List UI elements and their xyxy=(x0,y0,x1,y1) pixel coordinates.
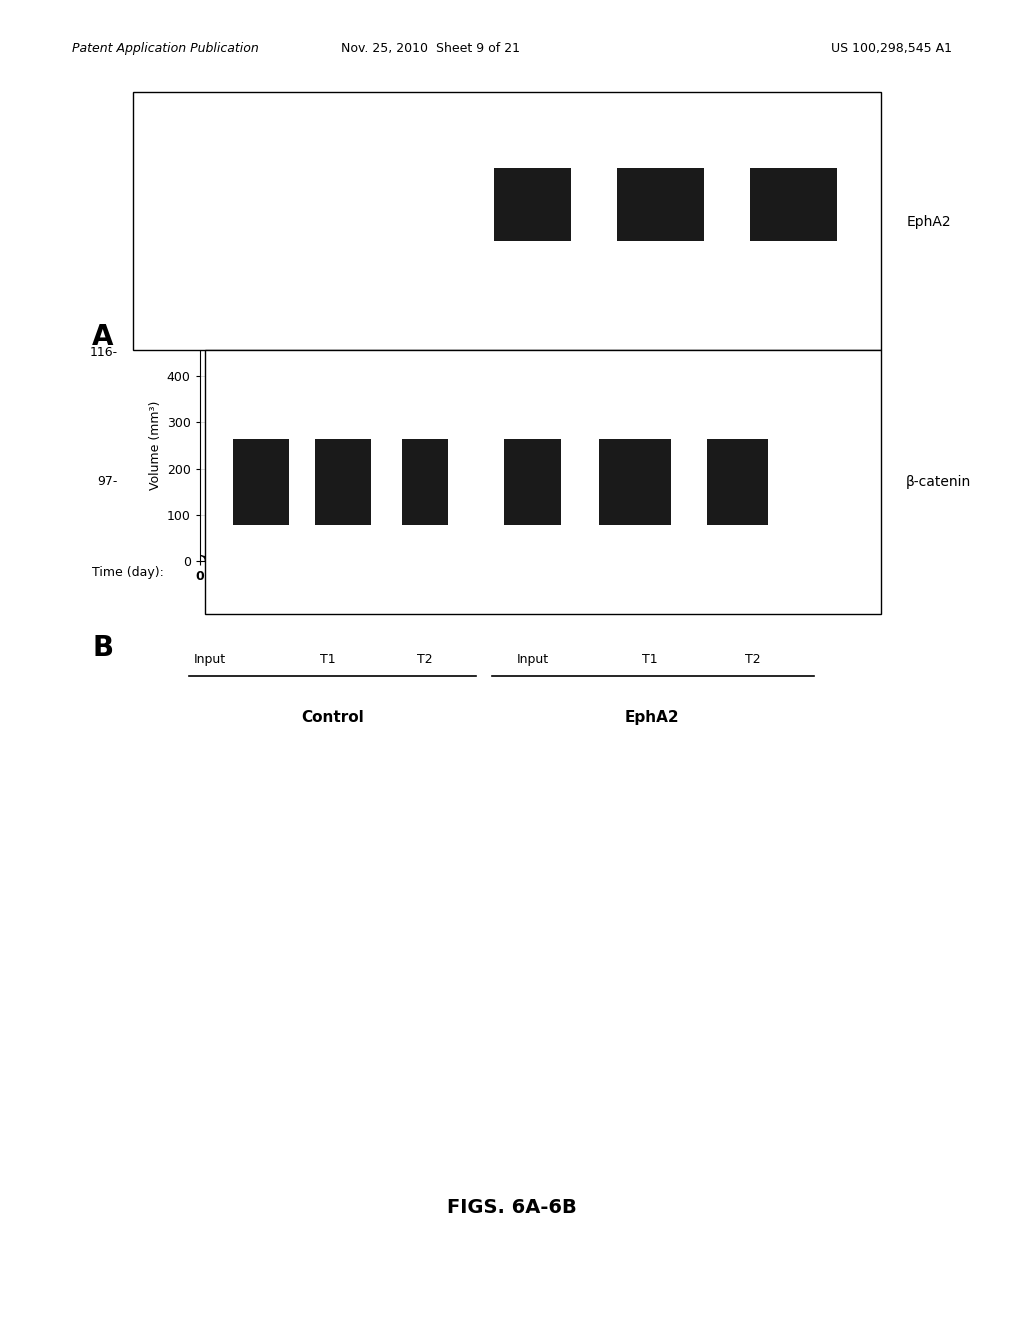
Text: 97-: 97- xyxy=(97,475,118,488)
Y-axis label: Volume (mm³): Volume (mm³) xyxy=(150,401,163,490)
Text: Patent Application Publication: Patent Application Publication xyxy=(72,42,258,55)
Text: Input: Input xyxy=(194,653,226,667)
Text: T1: T1 xyxy=(642,653,658,667)
Text: B: B xyxy=(92,634,114,661)
Text: EphA2: EphA2 xyxy=(906,215,951,228)
Text: A: A xyxy=(92,323,114,351)
Text: EphA2: EphA2 xyxy=(625,710,680,725)
Text: T2: T2 xyxy=(417,653,433,667)
Text: Input: Input xyxy=(516,653,549,667)
Text: Time (day):: Time (day): xyxy=(92,566,164,579)
Text: Control: Control xyxy=(301,710,365,725)
Text: T2: T2 xyxy=(744,653,761,667)
Text: 116-: 116- xyxy=(90,346,118,359)
Text: T1: T1 xyxy=(319,653,336,667)
Text: Nov. 25, 2010  Sheet 9 of 21: Nov. 25, 2010 Sheet 9 of 21 xyxy=(341,42,519,55)
Text: FIGS. 6A-6B: FIGS. 6A-6B xyxy=(447,1199,577,1217)
Text: β-catenin: β-catenin xyxy=(906,475,972,488)
Text: US 100,298,545 A1: US 100,298,545 A1 xyxy=(831,42,952,55)
